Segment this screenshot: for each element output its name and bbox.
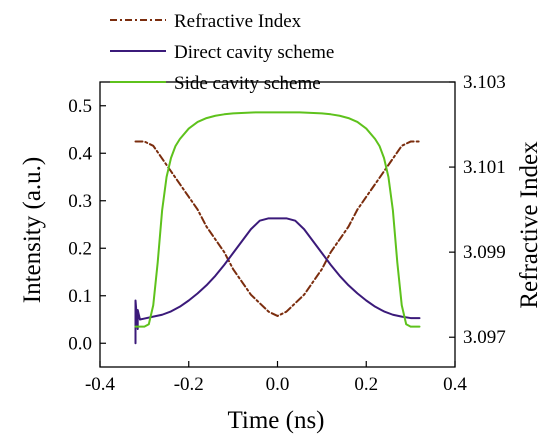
y-tick-label-4: 0.4 [68,143,92,164]
x-tick-label-1: -0.2 [174,374,204,395]
y2-tick-label-3: 3.103 [463,72,506,93]
y-tick-label-0: 0.0 [68,333,92,354]
x-tick-label-2: 0.0 [266,374,290,395]
y-axis-right: 3.097 3.099 3.101 3.103 [449,72,506,348]
y-tick-label-5: 0.5 [68,96,92,117]
series-layer [134,111,421,345]
series-direct-cavity-line [134,217,421,345]
series-refractive-index-line [134,140,421,317]
x-tick-label-4: 0.4 [443,374,467,395]
y2-axis-title: Refractive Index [516,141,543,309]
y-tick-label-2: 0.2 [68,238,92,259]
y-axis-left: 0.0 0.1 0.2 0.3 0.4 0.5 [68,96,106,354]
y2-tick-label-0: 3.097 [463,327,506,348]
x-axis: -0.4 -0.2 0.0 0.2 0.4 [85,361,467,395]
x-tick-label-0: -0.4 [85,374,116,395]
series-side-cavity-line [134,111,421,328]
y-tick-label-1: 0.1 [68,286,92,307]
plot-frame [99,81,456,368]
y2-tick-label-1: 3.099 [463,242,506,263]
legend-label-direct-cavity: Direct cavity scheme [174,42,334,63]
legend: Refractive Index Direct cavity scheme Si… [110,11,334,94]
legend-label-side-cavity: Side cavity scheme [174,73,321,94]
x-axis-title: Time (ns) [227,407,324,434]
y-tick-label-3: 0.3 [68,191,92,212]
x-tick-label-3: 0.2 [354,374,378,395]
legend-label-refractive-index: Refractive Index [174,11,302,32]
y2-tick-label-2: 3.101 [463,157,506,178]
y-axis-title: Intensity (a.u.) [19,157,46,303]
